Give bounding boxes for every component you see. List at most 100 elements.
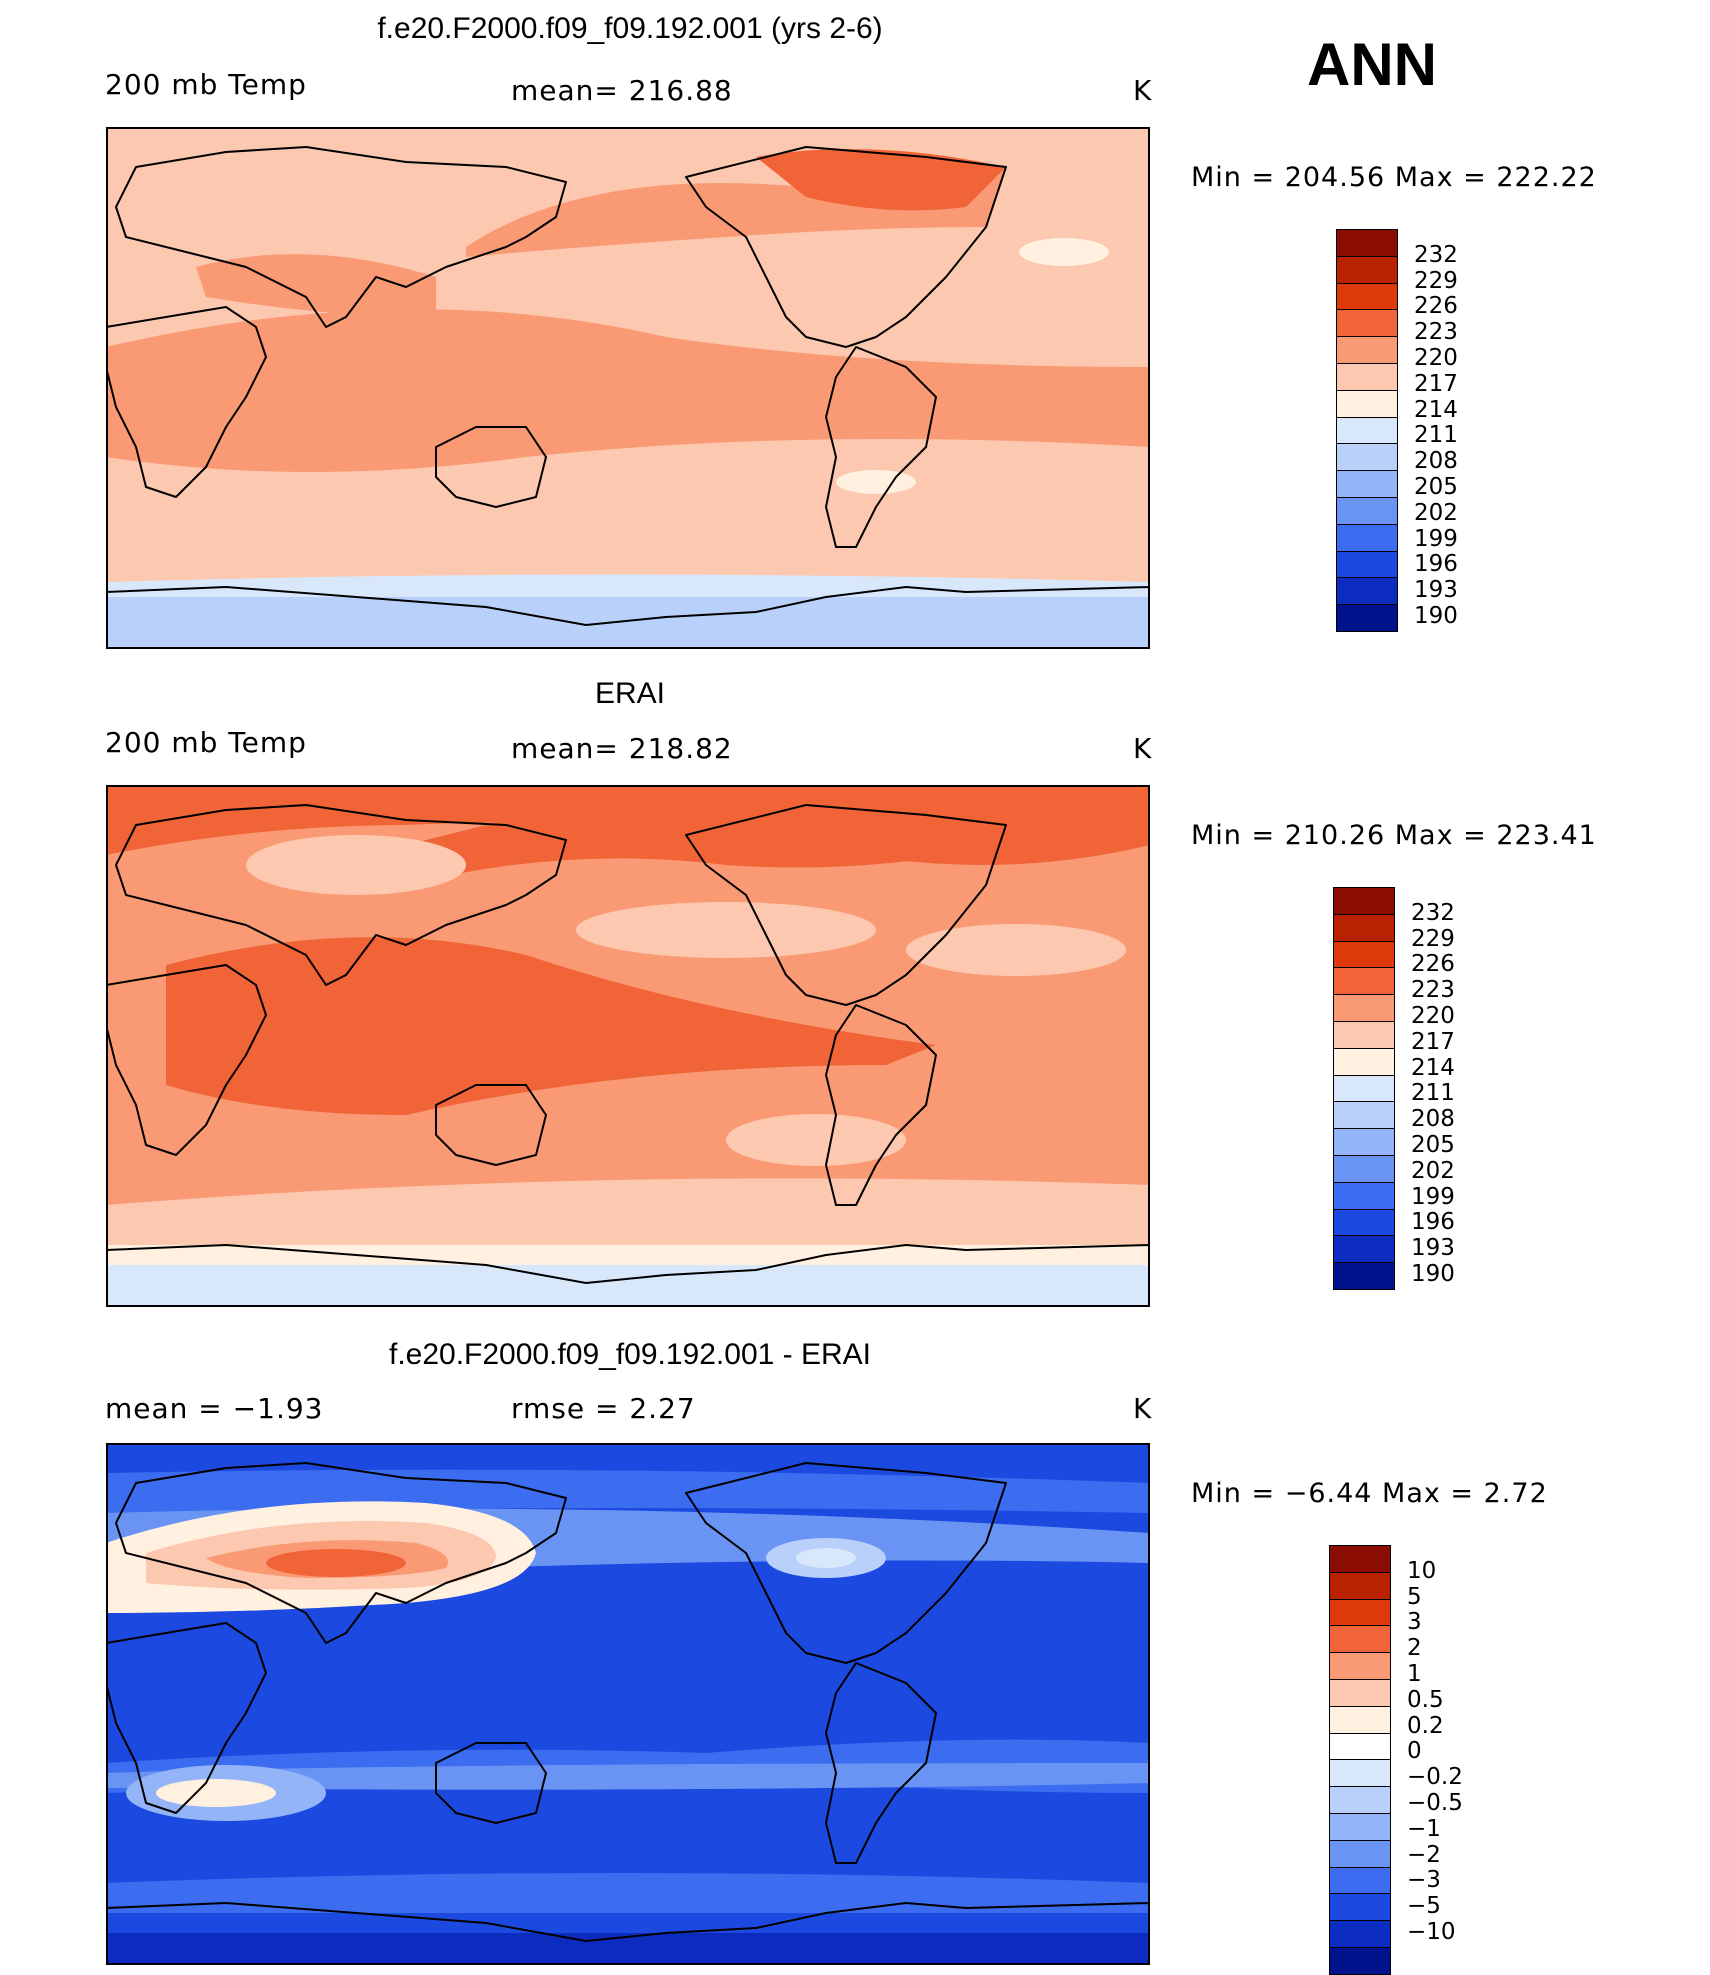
colorbar-tick-label: 190 (1411, 1261, 1455, 1287)
colorbar-swatch (1333, 1181, 1395, 1209)
panel-1-mean-label: mean= 216.88 (511, 74, 733, 107)
coast-africa (106, 964, 267, 1156)
colorbar-swatch (1329, 1652, 1391, 1679)
coast-south-america (825, 346, 937, 548)
coast-africa (106, 306, 267, 498)
colorbar-swatch (1329, 1598, 1391, 1626)
panel-1-colorbar (1336, 229, 1398, 632)
colorbar-swatch (1333, 1074, 1395, 1102)
colorbar-swatch (1329, 1866, 1391, 1894)
colorbar-tick-label: −3 (1407, 1867, 1441, 1894)
colorbar-swatch (1329, 1839, 1391, 1867)
colorbar-swatch (1333, 1101, 1395, 1129)
antarctic-band-2 (106, 1265, 1150, 1307)
colorbar-swatch (1329, 1759, 1391, 1787)
antarctic-band-1 (106, 574, 1150, 597)
colorbar-tick-label: 199 (1411, 1183, 1455, 1210)
coast-antarctica (106, 1902, 1150, 1942)
panel-2-variable-label: 200 mb Temp (105, 726, 307, 759)
colorbar-swatch (1336, 577, 1398, 605)
colorbar-tick-label: 217 (1414, 370, 1458, 397)
panel-1-map (106, 127, 1150, 649)
panel-2-minmax: Min = 210.26 Max = 223.41 (1191, 820, 1597, 851)
coast-north-america (685, 146, 1007, 348)
colorbar-swatch (1333, 887, 1395, 914)
south-midlatitude (106, 1178, 1150, 1245)
colorbar-tick-label: 205 (1414, 474, 1458, 500)
colorbar-swatch (1329, 1545, 1391, 1572)
colorbar-swatch (1333, 913, 1395, 941)
panel-2-title: ERAI (594, 677, 666, 710)
band-south-4 (106, 1933, 1150, 1965)
colorbar-swatch (1336, 443, 1398, 471)
colorbar-tick-label: 0.2 (1407, 1712, 1444, 1739)
colorbar-tick-label: 232 (1411, 899, 1455, 926)
panel-2-mean-label: mean= 218.82 (511, 732, 733, 765)
light-spot-north-america-2 (796, 1548, 856, 1568)
colorbar-tick-label: 214 (1411, 1054, 1455, 1081)
antarctic-band-1 (106, 1245, 1150, 1265)
cool-spot-pacific (576, 902, 876, 958)
colorbar-swatch (1329, 1946, 1391, 1975)
colorbar-swatch (1336, 336, 1398, 363)
colorbar-swatch (1333, 1020, 1395, 1048)
colorbar-tick-label: 190 (1414, 603, 1458, 629)
colorbar-tick-label: 229 (1411, 925, 1455, 952)
colorbar-tick-label: 193 (1411, 1235, 1455, 1262)
colorbar-swatch (1333, 967, 1395, 995)
warm-band-tropics (166, 937, 936, 1115)
band-south-3 (106, 1873, 1150, 1913)
colorbar-swatch (1333, 994, 1395, 1021)
colorbar-swatch (1336, 309, 1398, 337)
colorbar-swatch (1333, 1235, 1395, 1263)
colorbar-tick-label: 211 (1414, 422, 1458, 449)
colorbar-tick-label: 232 (1414, 241, 1458, 268)
coast-north-america (685, 804, 1007, 1006)
panel-3-minmax: Min = −6.44 Max = 2.72 (1191, 1478, 1548, 1509)
warm-band-arctic (106, 785, 1150, 865)
colorbar-tick-label: 193 (1414, 577, 1458, 604)
coast-eurasia (115, 804, 567, 986)
colorbar-tick-label: 223 (1411, 977, 1455, 1004)
warm-band-equatorial (106, 309, 1150, 472)
colorbar-swatch (1333, 1047, 1395, 1075)
panel-1-minmax: Min = 204.56 Max = 222.22 (1191, 162, 1597, 193)
colorbar-swatch (1336, 229, 1398, 256)
colorbar-swatch (1329, 1678, 1391, 1706)
cool-spot-south (726, 1114, 906, 1166)
coast-eurasia (115, 1462, 567, 1644)
colorbar-swatch (1329, 1920, 1391, 1947)
colorbar-tick-label: 226 (1411, 951, 1455, 978)
colorbar-swatch (1336, 282, 1398, 310)
antarctic-band-2 (106, 597, 1150, 649)
colorbar-tick-label: 10 (1407, 1557, 1437, 1584)
colorbar-tick-label: 0.5 (1407, 1686, 1444, 1713)
panel-2-colorbar (1333, 887, 1395, 1290)
colorbar-swatch (1336, 255, 1398, 283)
colorbar-swatch (1329, 1732, 1391, 1760)
colorbar-tick-label: 211 (1411, 1080, 1455, 1107)
coast-antarctica (106, 586, 1150, 626)
panel-3-colorbar (1329, 1545, 1391, 1975)
colorbar-tick-label: 1 (1407, 1661, 1422, 1687)
colorbar-swatch (1333, 1262, 1395, 1290)
cool-spot-atlantic (906, 924, 1126, 976)
coast-south-america (825, 1662, 937, 1864)
coast-south-america (825, 1004, 937, 1206)
colorbar-tick-label: 3 (1407, 1609, 1422, 1636)
colorbar-swatch (1336, 604, 1398, 632)
colorbar-tick-label: −2 (1407, 1841, 1441, 1868)
colorbar-swatch (1336, 550, 1398, 578)
season-label: ANN (1307, 31, 1437, 98)
colorbar-tick-label: 202 (1411, 1157, 1455, 1184)
colorbar-tick-label: −0.2 (1407, 1764, 1463, 1791)
cool-spot-europe (246, 835, 466, 895)
colorbar-swatch (1336, 470, 1398, 497)
warm-band-arctic (756, 149, 1006, 211)
coast-australia (435, 1084, 547, 1166)
colorbar-swatch (1333, 940, 1395, 968)
colorbar-tick-label: 199 (1414, 525, 1458, 552)
coast-australia (435, 426, 547, 508)
panel-1-title: f.e20.F2000.f09_f09.192.001 (yrs 2-6) (377, 12, 883, 45)
colorbar-tick-label: 214 (1414, 396, 1458, 423)
